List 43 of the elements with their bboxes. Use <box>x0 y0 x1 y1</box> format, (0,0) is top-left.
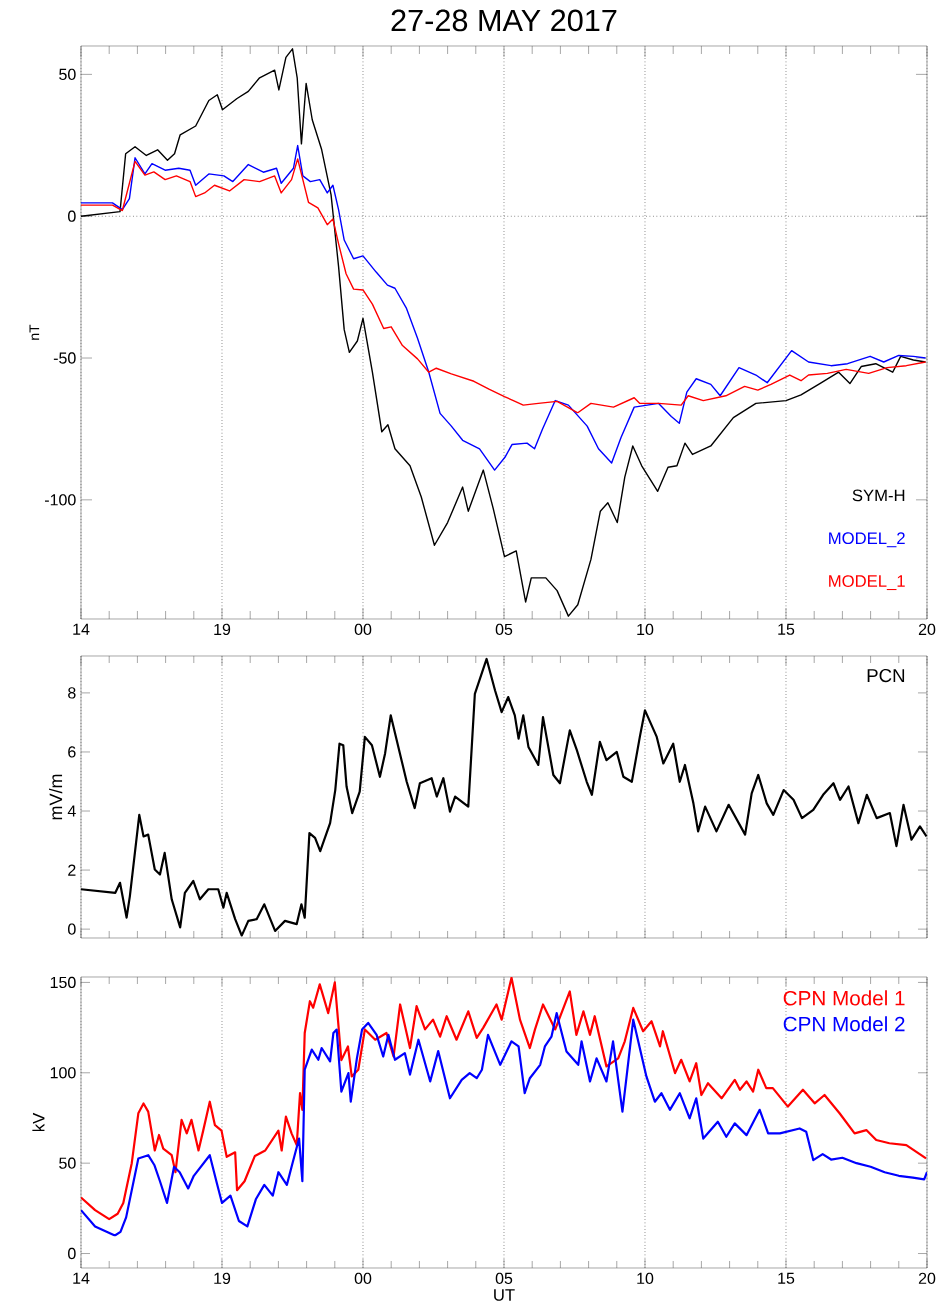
line-series <box>81 977 927 1221</box>
x-tick-label: 00 <box>354 623 372 636</box>
y-tick-label: -100 <box>44 494 76 506</box>
y-tick-label: 0 <box>68 210 76 222</box>
y-tick-label: 0 <box>68 923 76 935</box>
x-tick-label: 19 <box>214 623 231 636</box>
y-tick-label: 6 <box>68 746 76 758</box>
text: PCN <box>867 668 905 683</box>
y-tick-label: 50 <box>59 1157 76 1169</box>
y-tick-label: 2 <box>68 864 76 876</box>
x-tick-label: 15 <box>778 1272 795 1284</box>
line-series <box>81 657 927 937</box>
x-tick-label: 00 <box>354 1272 372 1285</box>
x-tick-label: 19 <box>214 1272 231 1285</box>
text: CPN Model 2 <box>783 1016 905 1032</box>
x-tick-label: 10 <box>637 1272 654 1285</box>
y-axis-title: mV/m <box>49 774 63 820</box>
x-tick-label: 05 <box>495 1272 513 1285</box>
text: CPN Model 1 <box>783 990 905 1006</box>
y-tick-label: -50 <box>53 352 76 364</box>
line-series <box>81 158 927 414</box>
y-axis-title: kV <box>32 1112 45 1132</box>
x-tick-label: 14 <box>73 1272 90 1284</box>
x-tick-label: 14 <box>73 623 90 635</box>
text: SYM-H <box>852 489 905 502</box>
x-axis-title: UT <box>494 1289 515 1301</box>
x-tick-label: 05 <box>495 623 513 636</box>
x-tick-label: 20 <box>918 1272 936 1285</box>
y-tick-label: 0 <box>68 1247 76 1260</box>
y-tick-label: 8 <box>68 687 76 699</box>
chart-title: 27-28 MAY 2017 <box>391 9 617 32</box>
text: MODEL_1 <box>829 575 905 591</box>
y-tick-label: 4 <box>67 805 76 817</box>
x-tick-label: 10 <box>637 623 654 636</box>
y-tick-label: 150 <box>50 976 76 989</box>
x-tick-label: 20 <box>918 623 936 636</box>
x-tick-label: 15 <box>778 623 795 635</box>
y-tick-label: 100 <box>50 1067 76 1079</box>
y-tick-label: 50 <box>59 68 76 81</box>
line-series <box>81 1012 927 1237</box>
y-axis-title: nT <box>29 324 40 340</box>
text: MODEL_2 <box>829 532 905 548</box>
line-series <box>81 144 927 471</box>
